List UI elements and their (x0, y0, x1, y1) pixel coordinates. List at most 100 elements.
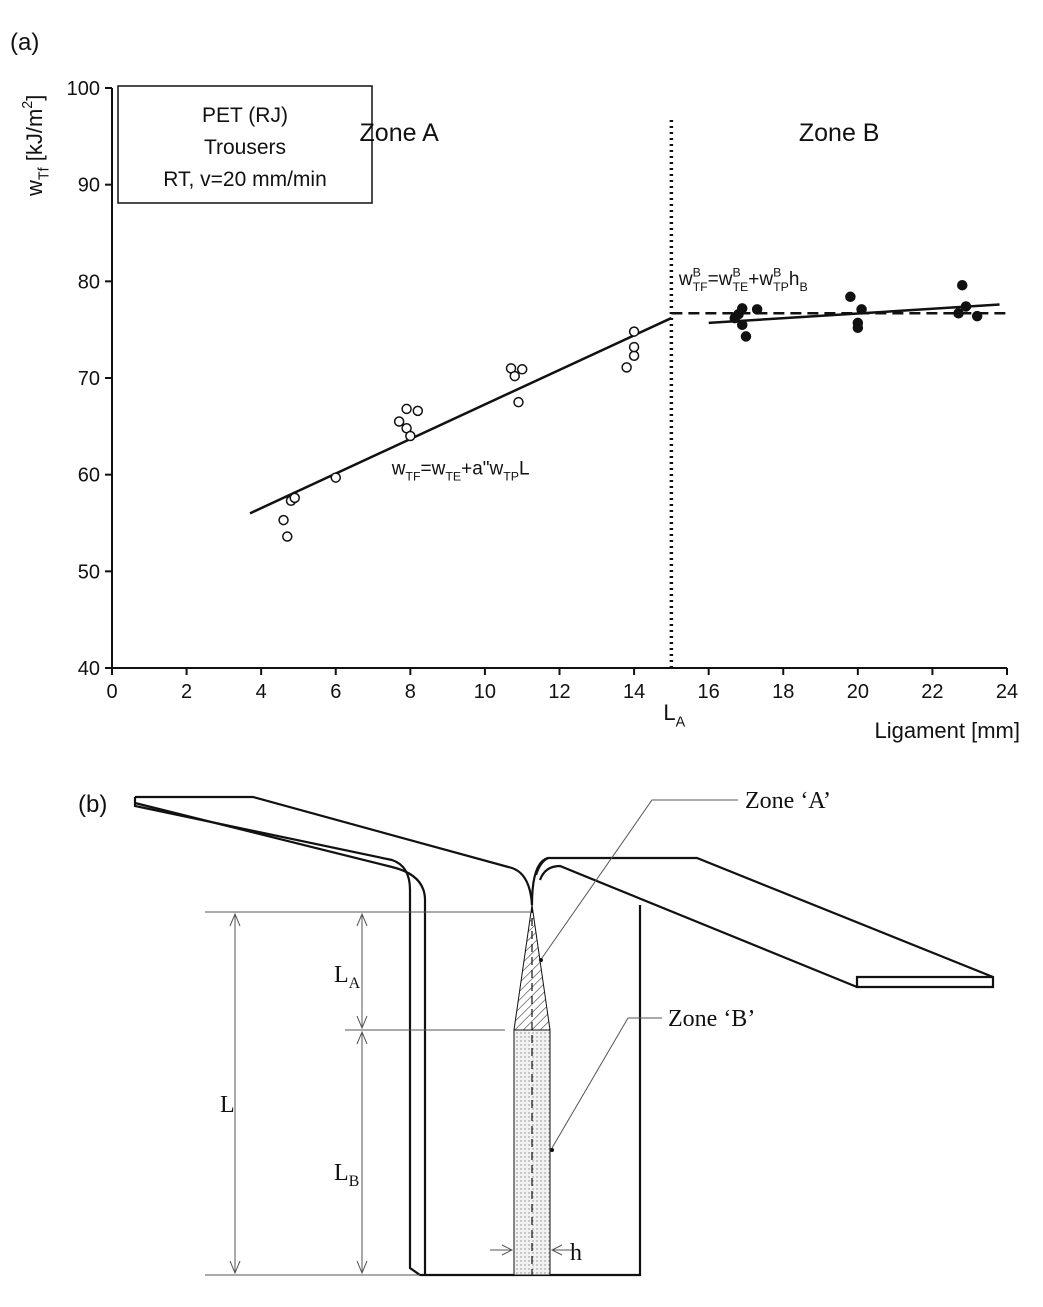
x-tick-label: 16 (698, 681, 720, 703)
equation-part: TP (503, 469, 519, 483)
x-tick-label: 8 (405, 681, 416, 703)
x-tick-label: 4 (256, 681, 267, 703)
y-axis-label-part: Tf (37, 167, 53, 180)
y-tick-label: 70 (78, 368, 100, 390)
boundary-label-part: L (663, 700, 675, 725)
data-point (405, 430, 416, 442)
leader-dot (539, 958, 543, 962)
specimen-outline (134, 801, 427, 1275)
y-tick-label: 90 (78, 175, 100, 197)
equation-part: +a"w (461, 459, 503, 480)
data-point (401, 403, 412, 415)
la-label: LA (334, 962, 361, 992)
info-text: RT, v=20 mm/min (163, 168, 327, 191)
zone-label: Zone B (799, 119, 880, 147)
y-tick-label: 60 (78, 465, 100, 487)
info-box (117, 85, 373, 204)
boundary-label-part: A (676, 715, 686, 731)
equation-part: L (519, 459, 530, 480)
equation-part: =w (421, 459, 446, 480)
data-point (330, 472, 341, 483)
info-text: PET (RJ) (202, 104, 288, 127)
data-point (736, 303, 748, 314)
fit-line (708, 303, 1000, 325)
data-point (621, 362, 632, 373)
data-point (845, 291, 856, 303)
fit-line (249, 316, 672, 515)
data-point (289, 492, 300, 504)
y-axis-label-part: w (22, 180, 47, 197)
lb-label: LB (334, 1160, 359, 1190)
y-axis-label-part: [kJ/m (22, 109, 47, 168)
zone-b-label: Zone ‘B’ (668, 1006, 755, 1032)
data-point (736, 319, 748, 331)
specimen-outline (538, 864, 858, 989)
data-point (628, 350, 640, 362)
data-point (740, 331, 752, 342)
y-axis-label-part: ] (22, 95, 47, 101)
equation-part: TE (445, 469, 461, 483)
equation-part: TF (405, 469, 421, 483)
x-tick-label: 14 (623, 681, 645, 703)
x-tick-label: 24 (996, 681, 1018, 703)
x-tick-label: 10 (474, 681, 496, 703)
y-tick-label: 80 (78, 271, 100, 293)
data-point (412, 405, 424, 417)
equation-part: w (678, 269, 693, 290)
lb-sub: B (349, 1173, 360, 1190)
data-point (509, 370, 520, 382)
lb-main: L (334, 1160, 349, 1186)
data-point (856, 304, 867, 315)
equation-part: h (789, 269, 800, 290)
panel-label: (b) (78, 791, 107, 818)
equation-part: +w (748, 269, 773, 290)
info-text: Trousers (204, 136, 286, 159)
equation-part: TE (732, 280, 748, 294)
data-point (852, 322, 864, 333)
data-point (957, 279, 968, 291)
la-main: L (334, 962, 349, 988)
dimension-lines (205, 799, 738, 1276)
zone-a-label: Zone ‘A’ (745, 788, 831, 814)
equation-part: w (391, 459, 406, 480)
equation-part: TF (693, 280, 709, 294)
y-tick-label: 40 (78, 658, 100, 680)
data-point (628, 341, 640, 353)
data-point (628, 326, 640, 337)
boundary-label: LA (663, 700, 685, 731)
specimen-outline (534, 857, 549, 876)
y-tick-label: 100 (67, 78, 100, 100)
specimen-outline (135, 795, 534, 906)
equation-part: B (799, 280, 807, 294)
data-point (278, 514, 289, 526)
equation-part: =w (708, 269, 733, 290)
la-sub: A (349, 975, 361, 992)
x-tick-label: 0 (106, 681, 117, 703)
diagram: (b) Zone ‘A’ Zone ‘B’ L h LA LB (78, 788, 995, 1277)
equation-part: TP (773, 280, 789, 294)
leader-dot (550, 1148, 554, 1152)
equation: wB TF=wB TE+wB TPhB (678, 266, 808, 294)
thickness-label: h (570, 1240, 582, 1266)
data-point (516, 364, 528, 375)
data-point (971, 310, 983, 322)
equation-part: B (773, 266, 781, 280)
equation-part: B (693, 266, 701, 280)
zone-label: Zone A (360, 119, 440, 147)
specimen-outline (530, 856, 995, 989)
y-axis-label: wTf [kJ/m2] (20, 95, 53, 197)
specimen-outline (133, 797, 642, 1277)
x-tick-label: 20 (847, 681, 869, 703)
data-point (960, 301, 972, 312)
panel-label: (a) (10, 29, 39, 56)
equation: wTF=wTE+a"wTPL (391, 459, 530, 484)
y-tick-label: 50 (78, 561, 100, 583)
data-point (953, 307, 964, 319)
x-tick-label: 2 (181, 681, 192, 703)
x-tick-label: 22 (921, 681, 943, 703)
data-point (751, 304, 763, 315)
x-tick-label: 6 (330, 681, 341, 703)
x-axis-label: Ligament [mm] (875, 718, 1021, 743)
